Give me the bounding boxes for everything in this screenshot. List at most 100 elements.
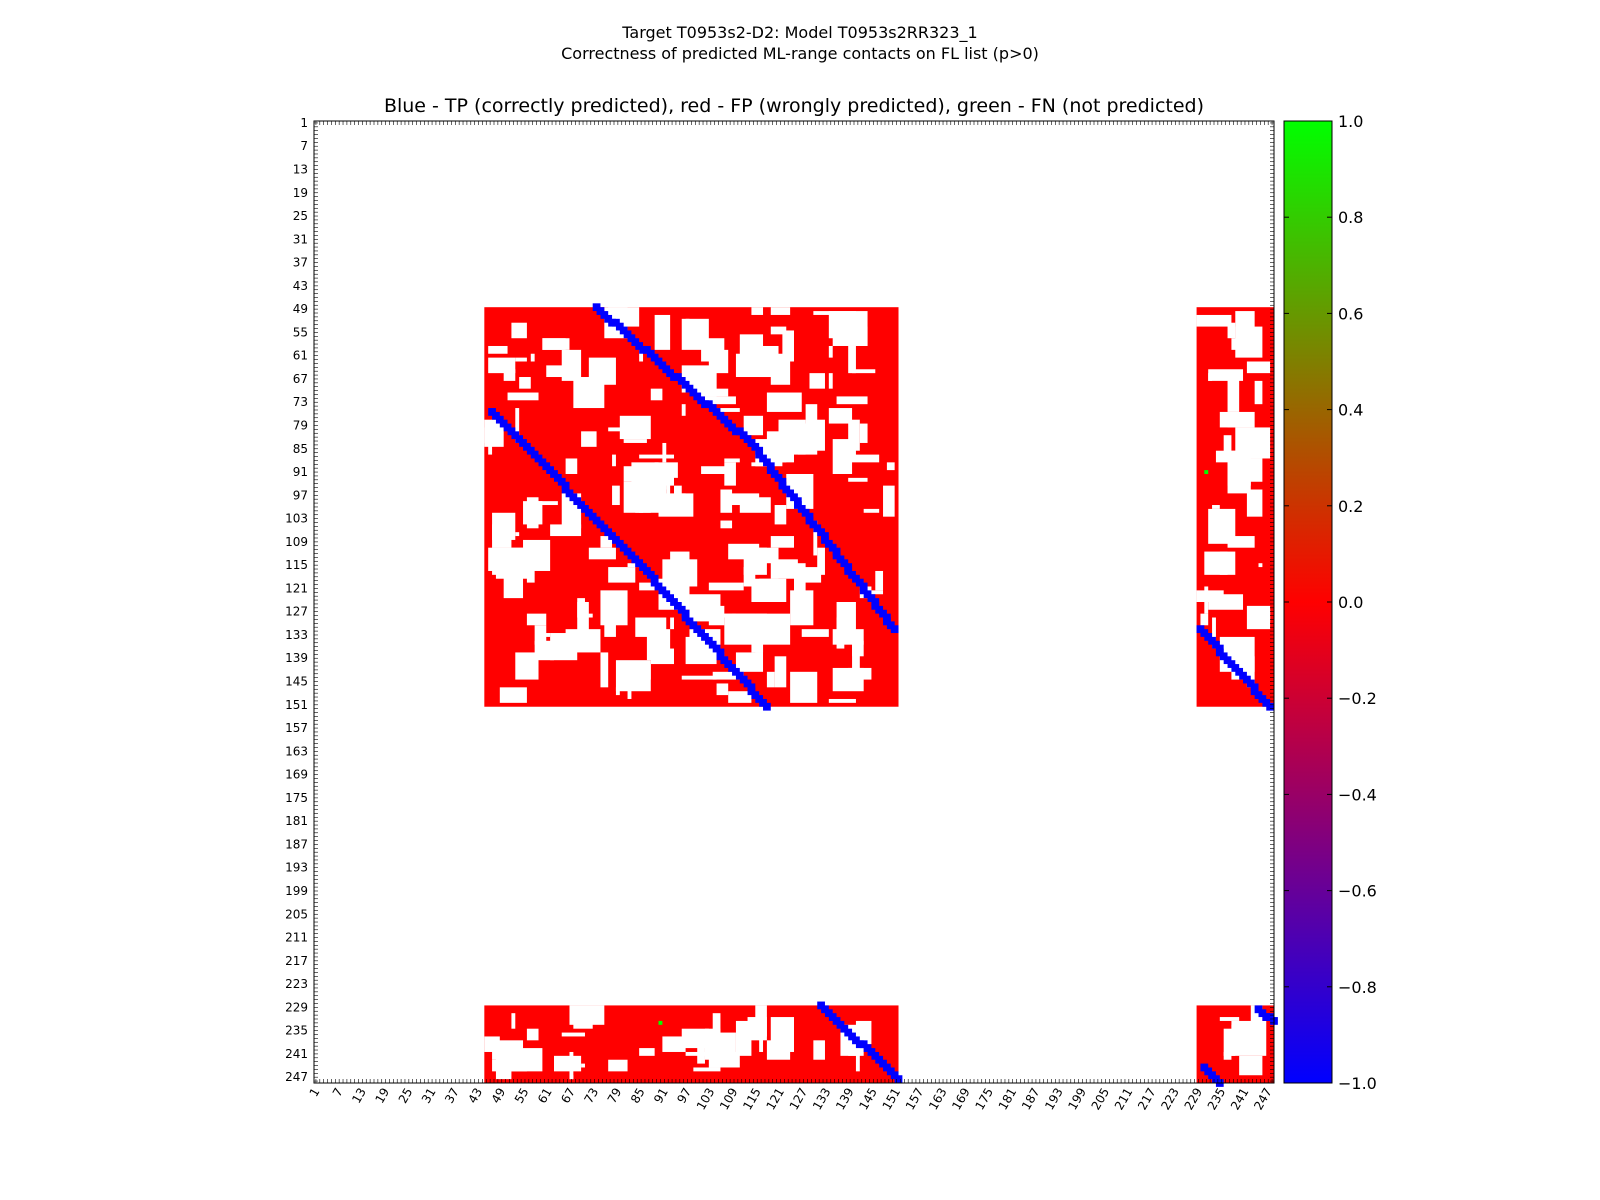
empty-gap bbox=[817, 547, 825, 575]
tp-contact bbox=[763, 702, 771, 711]
empty-gap bbox=[735, 353, 771, 378]
y-tick-label: 223 bbox=[285, 977, 308, 991]
empty-gap bbox=[615, 687, 620, 696]
empty-gap bbox=[484, 1036, 500, 1052]
empty-gap bbox=[720, 520, 733, 529]
empty-gap bbox=[883, 485, 895, 517]
empty-gap bbox=[770, 559, 798, 579]
empty-gap bbox=[739, 656, 744, 668]
colorbar-ticks: 1.0 0.8 0.6 0.4 0.2 0.0 −0.2 −0.4 −0.6 −0.8 −1.0 bbox=[1284, 112, 1377, 1093]
y-tick-label: 181 bbox=[285, 814, 308, 828]
empty-gap bbox=[828, 373, 833, 389]
tp-contact bbox=[790, 493, 798, 502]
tp-contact bbox=[848, 570, 856, 579]
axis-ticks bbox=[314, 121, 1274, 1083]
y-tick-label: 7 bbox=[300, 139, 308, 153]
y-tick-label: 25 bbox=[293, 209, 308, 223]
empty-gap bbox=[1204, 586, 1209, 614]
empty-gap bbox=[515, 532, 520, 537]
empty-gap bbox=[492, 524, 512, 548]
empty-gap bbox=[526, 1028, 539, 1041]
empty-gap bbox=[732, 613, 767, 622]
y-tick-label: 205 bbox=[285, 907, 308, 921]
empty-gap bbox=[848, 1036, 856, 1056]
empty-gap bbox=[1219, 1017, 1240, 1021]
y-tick-label: 235 bbox=[285, 1024, 308, 1038]
empty-gap bbox=[523, 539, 551, 571]
empty-gap bbox=[612, 454, 616, 467]
x-tick-label: 91 bbox=[651, 1086, 671, 1106]
x-tick-label: 73 bbox=[581, 1086, 601, 1106]
empty-gap bbox=[855, 1048, 860, 1072]
x-tick-label: 19 bbox=[372, 1086, 392, 1106]
empty-gap bbox=[670, 617, 674, 630]
empty-gap bbox=[561, 1032, 585, 1037]
y-tick-label: 187 bbox=[285, 837, 308, 851]
empty-gap bbox=[534, 640, 554, 661]
empty-gap bbox=[724, 462, 736, 486]
x-tick-label: 163 bbox=[926, 1086, 950, 1113]
empty-gap bbox=[708, 582, 744, 591]
y-tick-label: 133 bbox=[285, 628, 308, 642]
tp-contact bbox=[646, 570, 655, 579]
empty-gap bbox=[499, 687, 527, 703]
y-tick-label: 49 bbox=[293, 302, 308, 316]
empty-gap bbox=[704, 396, 736, 405]
empty-gap bbox=[790, 671, 818, 703]
empty-gap bbox=[1223, 1028, 1236, 1056]
x-tick-label: 127 bbox=[787, 1086, 811, 1113]
empty-gap bbox=[712, 671, 744, 680]
colorbar-tick-label: −1.0 bbox=[1338, 1074, 1377, 1093]
y-tick-label: 43 bbox=[293, 279, 308, 293]
y-tick-label: 175 bbox=[285, 791, 308, 805]
empty-gap bbox=[1212, 505, 1220, 509]
empty-gap bbox=[828, 311, 856, 339]
colorbar-tick-label: 0.6 bbox=[1338, 304, 1363, 323]
empty-gap bbox=[743, 415, 764, 436]
empty-gap bbox=[848, 345, 856, 374]
empty-gap bbox=[875, 570, 884, 591]
colorbar-tick-label: −0.6 bbox=[1338, 882, 1377, 901]
y-tick-label: 229 bbox=[285, 1000, 308, 1014]
x-tick-label: 109 bbox=[717, 1086, 741, 1113]
empty-gap bbox=[708, 613, 736, 618]
x-tick-label: 61 bbox=[535, 1086, 555, 1106]
tp-contact bbox=[743, 435, 752, 443]
empty-gap bbox=[515, 408, 520, 443]
empty-gap bbox=[608, 1059, 628, 1072]
empty-gap bbox=[631, 462, 659, 474]
empty-gap bbox=[828, 698, 856, 703]
x-tick-label: 211 bbox=[1112, 1086, 1136, 1113]
x-tick-label: 13 bbox=[349, 1086, 369, 1106]
empty-gap bbox=[743, 567, 756, 587]
empty-gap bbox=[488, 423, 493, 455]
contact-cells bbox=[484, 303, 1278, 1087]
empty-gap bbox=[739, 334, 764, 358]
x-tick-label: 187 bbox=[1019, 1086, 1043, 1113]
empty-gap bbox=[658, 493, 694, 517]
empty-gap bbox=[666, 466, 671, 498]
empty-gap bbox=[1208, 594, 1244, 610]
x-tick-label: 199 bbox=[1065, 1086, 1089, 1113]
x-tick-label: 205 bbox=[1089, 1086, 1113, 1113]
figure-title-line2: Correctness of predicted ML-range contac… bbox=[561, 44, 1039, 63]
y-tick-label: 55 bbox=[293, 325, 308, 339]
empty-gap bbox=[1219, 411, 1255, 428]
empty-gap bbox=[724, 493, 760, 502]
empty-gap bbox=[503, 369, 516, 381]
empty-gap bbox=[569, 1075, 574, 1080]
fn-contact bbox=[1204, 470, 1209, 474]
x-tick-label: 235 bbox=[1205, 1086, 1229, 1113]
empty-gap bbox=[600, 590, 628, 626]
empty-gap bbox=[701, 466, 733, 474]
empty-gap bbox=[852, 644, 860, 672]
x-tick-label: 193 bbox=[1042, 1086, 1066, 1113]
empty-gap bbox=[782, 330, 794, 362]
empty-gap bbox=[766, 671, 775, 688]
empty-gap bbox=[554, 1055, 582, 1072]
empty-gap bbox=[1200, 613, 1209, 626]
empty-gap bbox=[588, 547, 616, 560]
y-tick-label: 85 bbox=[293, 442, 308, 456]
empty-gap bbox=[813, 311, 833, 315]
